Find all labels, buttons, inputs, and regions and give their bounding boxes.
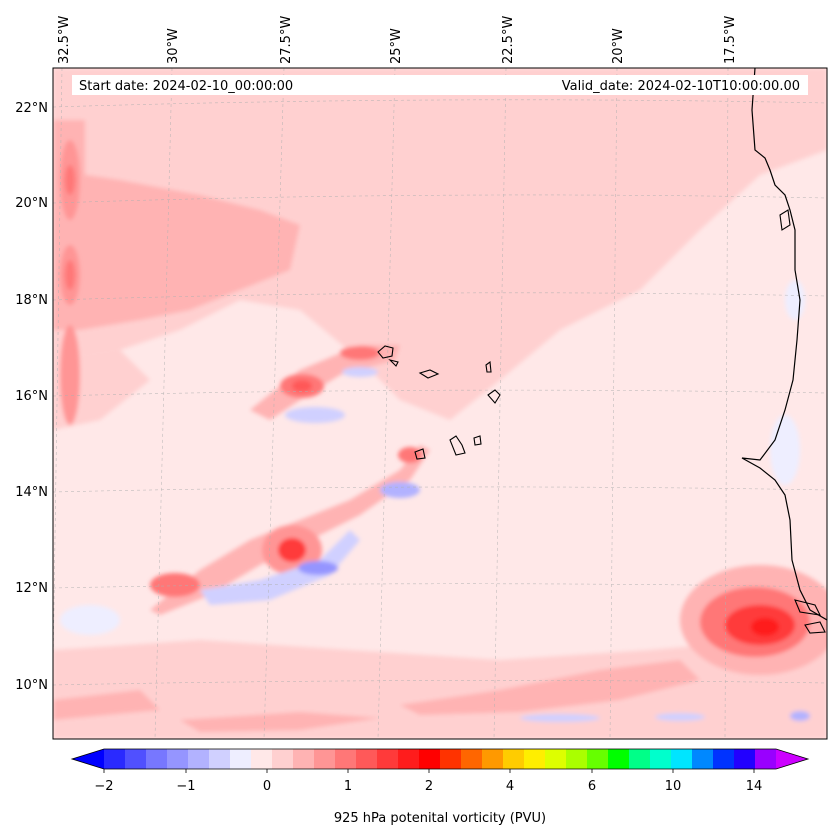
colorbar-cell	[104, 749, 126, 769]
graticule	[53, 68, 827, 739]
lon-label: 22.5°W	[501, 16, 516, 64]
colorbar-cell	[272, 749, 294, 769]
colorbar-tick-label: −1	[176, 779, 195, 794]
colorbar-cell	[125, 749, 147, 769]
lon-label: 30°W	[166, 28, 181, 64]
colorbar-cell	[398, 749, 420, 769]
pv-field	[53, 68, 827, 739]
colorbar-cell	[545, 749, 567, 769]
colorbar-cell	[209, 749, 231, 769]
lat-label: 20°N	[15, 196, 48, 211]
colorbar-cell	[167, 749, 189, 769]
colorbar-cell	[419, 749, 441, 769]
lat-label: 22°N	[15, 101, 48, 116]
lon-label: 25°W	[389, 28, 404, 64]
lat-label: 18°N	[15, 293, 48, 308]
latitude-labels: 22°N 20°N 18°N 16°N 14°N 12°N 10°N	[15, 101, 48, 693]
colorbar-tick-label: 14	[746, 779, 763, 794]
lon-label: 27.5°W	[279, 16, 294, 64]
lat-label: 16°N	[15, 389, 48, 404]
colorbar-cell	[692, 749, 714, 769]
colorbar-cell	[734, 749, 756, 769]
lon-label: 17.5°W	[723, 16, 738, 64]
start-date: Start date: 2024-02-10_00:00:00	[79, 79, 293, 94]
colorbar-cell	[482, 749, 504, 769]
colorbar-cell	[335, 749, 357, 769]
colorbar-label: 925 hPa potenital vorticity (PVU)	[334, 811, 546, 826]
map-panel: Start date: 2024-02-10_00:00:00 Valid_da…	[53, 68, 827, 739]
colorbar-cell	[230, 749, 252, 769]
lat-label: 12°N	[15, 581, 48, 596]
colorbar-cell	[461, 749, 483, 769]
lat-label: 14°N	[15, 485, 48, 500]
colorbar-tick-label: −2	[94, 779, 113, 794]
colorbar-cell	[566, 749, 588, 769]
colorbar-cell	[503, 749, 525, 769]
colorbar-cell	[524, 749, 546, 769]
colorbar-tick-label: 4	[506, 779, 514, 794]
colorbar-cell	[356, 749, 378, 769]
lat-label: 10°N	[15, 678, 48, 693]
colorbar-ticks	[103, 769, 755, 773]
colorbar-tick-label: 10	[665, 779, 682, 794]
map-frame	[52, 67, 828, 740]
colorbar-cell	[377, 749, 399, 769]
lon-label: 20°W	[611, 28, 626, 64]
colorbar-cell	[146, 749, 168, 769]
colorbar-cell	[251, 749, 273, 769]
lon-label: 32.5°W	[57, 16, 72, 64]
coastline	[741, 68, 827, 621]
colorbar-cell	[755, 749, 777, 769]
colorbar-right-extend	[776, 749, 808, 769]
colorbar-cells	[104, 749, 777, 769]
colorbar-cell	[293, 749, 315, 769]
date-banner	[72, 75, 808, 95]
colorbar-tick-label: 6	[588, 779, 596, 794]
colorbar: −2 −1 0 1 2 4 6 10 14 925 hPa potenital …	[70, 748, 810, 826]
colorbar-cell	[587, 749, 609, 769]
colorbar-cell	[608, 749, 630, 769]
colorbar-cell	[671, 749, 693, 769]
colorbar-cell	[713, 749, 735, 769]
colorbar-cell	[629, 749, 651, 769]
colorbar-cell	[650, 749, 672, 769]
colorbar-tick-label: 1	[344, 779, 352, 794]
colorbar-cell	[188, 749, 210, 769]
colorbar-cell	[440, 749, 462, 769]
colorbar-cell	[314, 749, 336, 769]
valid-date: Valid_date: 2024-02-10T10:00:00.00	[562, 79, 800, 94]
colorbar-tick-label: 0	[263, 779, 271, 794]
colorbar-tick-label: 2	[425, 779, 433, 794]
islands	[377, 209, 826, 634]
colorbar-left-extend	[72, 749, 104, 769]
longitude-labels: 32.5°W 30°W 27.5°W 25°W 22.5°W 20°W 17.5…	[57, 16, 738, 64]
